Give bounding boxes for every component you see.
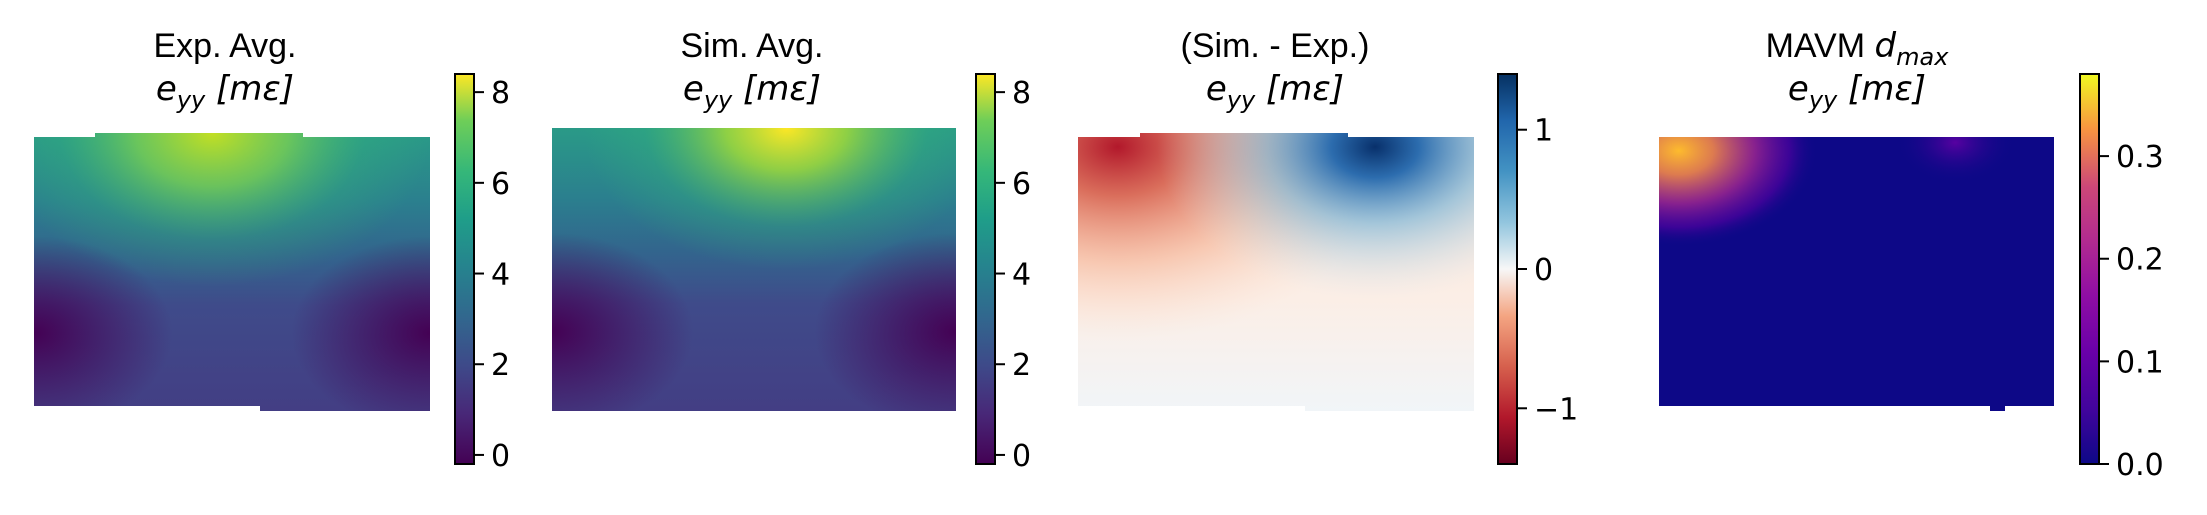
- panel-title-line1: Sim. Avg.: [681, 27, 824, 65]
- colorbar-tick-label: 0.1: [2116, 345, 2164, 380]
- colorbar-tick-label: 8: [1012, 76, 1031, 111]
- colorbar-tick-label: 4: [491, 258, 510, 293]
- colorbar-tick-label: 0.2: [2116, 243, 2164, 278]
- colorbar: 0 2 4 6 8: [454, 73, 510, 474]
- panel-sim-avg: Sim. Avg. eyy [mε] 0 2 4 6 8: [552, 27, 1031, 474]
- colorbar-tick-label: 2: [1012, 348, 1031, 383]
- colorbar-tick-label: 0: [491, 439, 510, 474]
- panel-title-line1: (Sim. - Exp.): [1181, 27, 1370, 65]
- colorbar-tick-label: 8: [491, 76, 510, 111]
- colorbar-tick-label: 0.0: [2116, 448, 2164, 483]
- colorbar-tick-label: −1: [1534, 392, 1578, 427]
- colorbar-tick-label: 6: [491, 167, 510, 202]
- colorbar-tick-label: 0: [1012, 439, 1031, 474]
- panel-mavm-dmax: MAVM dmax eyy [mε] 0.0 0.1 0.2 0.3: [1659, 26, 2164, 483]
- colorbar-tick-label: 6: [1012, 167, 1031, 202]
- panel-exp-avg: Exp. Avg. eyy [mε] 0 2 4 6 8: [34, 27, 510, 474]
- colorbar: 0.0 0.1 0.2 0.3: [2079, 73, 2164, 483]
- panel-title-line1: Exp. Avg.: [153, 27, 296, 65]
- heatmap-field: [552, 128, 956, 411]
- colorbar: −1 0 1: [1497, 73, 1578, 465]
- colorbar: 0 2 4 6 8: [975, 73, 1031, 474]
- colorbar-tick-label: 4: [1012, 258, 1031, 293]
- panel-title-line2: eyy [mε]: [1788, 69, 1926, 114]
- colorbar-tick-label: 0.3: [2116, 140, 2164, 175]
- panel-title-line1: MAVM dmax: [1766, 26, 1950, 71]
- panel-title-line2: eyy [mε]: [156, 69, 294, 114]
- heatmap-field: [34, 133, 430, 411]
- colorbar-tick-label: 1: [1534, 114, 1553, 149]
- panel-title-line2: eyy [mε]: [1206, 69, 1344, 114]
- colorbar-tick-label: 0: [1534, 253, 1553, 288]
- panel-sim-minus-exp: (Sim. - Exp.) eyy [mε] −1 0 1: [1078, 27, 1578, 465]
- colorbar-tick-label: 2: [491, 348, 510, 383]
- heatmap-field: [1078, 133, 1474, 411]
- panel-title-line2: eyy [mε]: [683, 69, 821, 114]
- heatmap-field: [1659, 137, 2054, 411]
